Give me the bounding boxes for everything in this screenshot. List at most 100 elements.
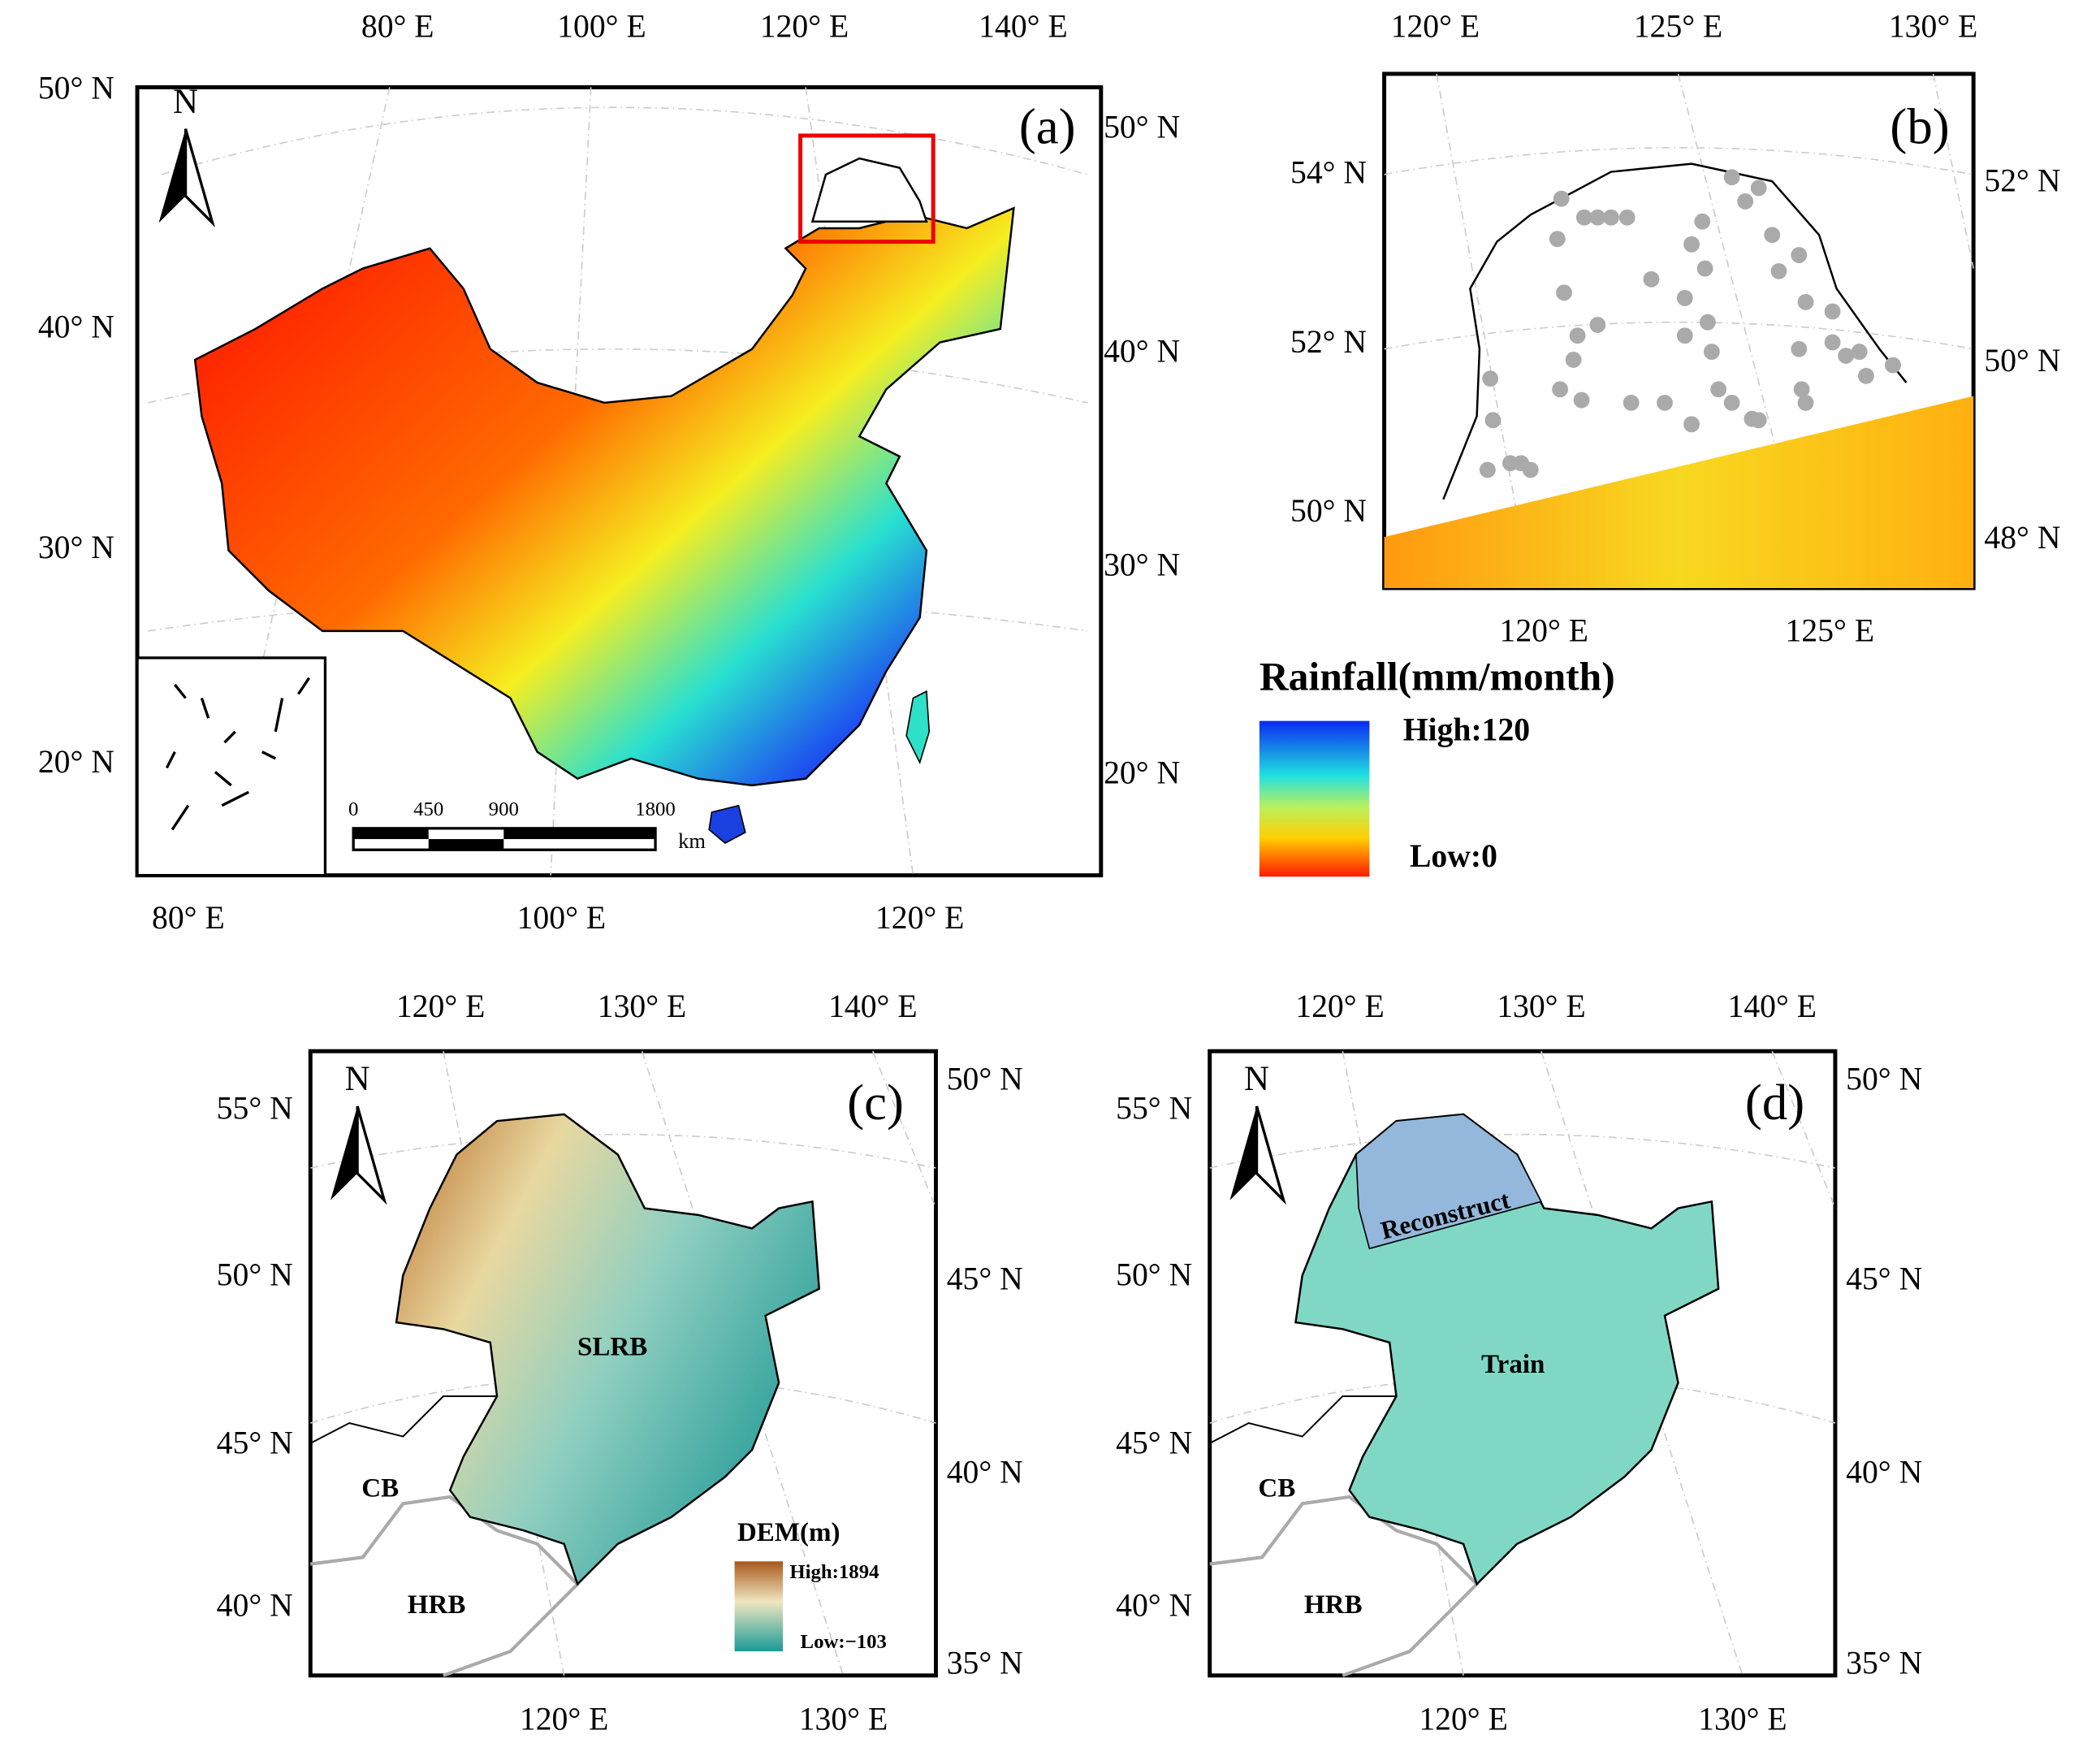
station [1683,416,1700,433]
coord-label: 20° N [1104,755,1180,790]
coord-label: 120° E [1419,1702,1507,1737]
station [1791,247,1808,263]
station [1623,394,1640,411]
coord-label: 50° N [217,1257,293,1293]
coord-label: 125° E [1634,8,1722,44]
slrb-dem [395,1113,821,1586]
region-label: HRB [408,1590,466,1620]
station [1522,461,1539,478]
station [1573,391,1590,409]
station [1885,357,1901,374]
dem-legend-title: DEM(m) [737,1518,840,1547]
panel-label: (c) [847,1074,904,1131]
station [1703,344,1720,360]
coord-label: 120° E [1500,612,1588,648]
panel-c-frame [308,1049,938,1678]
station [1710,381,1727,398]
hrb-outline [1209,1495,1480,1677]
station [1797,394,1814,411]
reconstruct-area [1355,1114,1543,1250]
station [1770,262,1787,279]
coord-label: 55° N [217,1091,293,1127]
coord-label: 54° N [1290,155,1367,191]
station [1657,394,1673,411]
inset [136,656,327,877]
coord-label: 130° E [1698,1702,1787,1737]
station [1744,410,1761,427]
coord-label: 40° N [1104,333,1180,369]
coord-label: 140° E [828,988,917,1024]
coord-label: 140° E [979,8,1067,44]
scale-seg [353,828,429,840]
scale-tick: 0 [348,798,358,820]
station [1824,334,1841,351]
panel-label: (a) [1019,97,1076,154]
coord-label: 35° N [947,1645,1023,1681]
coord-label: 40° N [38,309,115,345]
station [1699,314,1716,331]
station [1482,370,1499,387]
coord-label: 35° N [1846,1645,1922,1681]
dem-legend-gradient [734,1561,784,1652]
coord-label: 120° E [760,8,849,44]
coord-label: 30° N [1104,547,1180,582]
north-label: N [1244,1060,1269,1098]
coord-label: 45° N [1846,1261,1922,1297]
station [1750,180,1767,197]
coord-label: 80° E [152,900,225,936]
coord-label: 52° N [1984,163,2060,199]
coord-label: 120° E [396,988,485,1024]
rainfall-band [1384,396,1974,588]
stations [1479,169,1901,478]
china-rainfall [193,206,1015,787]
coord-label: 100° E [517,900,606,936]
region-label: Train [1481,1350,1545,1379]
north-arrow [158,128,186,223]
coord-label: 45° N [947,1261,1023,1297]
coord-label: 120° E [1295,988,1384,1024]
coord-label: 50° N [1290,493,1367,529]
coord-label: 20° N [38,744,115,780]
panel-a-frame [135,84,1104,878]
station [1683,236,1700,253]
region-label: CB [361,1473,399,1503]
coord-label: 52° N [1290,324,1367,360]
legend-high: High:120 [1403,712,1530,748]
station [1484,412,1502,429]
station [1565,352,1582,368]
coord-label: 120° E [520,1702,608,1737]
zoom-box [798,133,935,244]
basin-outline [1442,162,1908,500]
region-label: HRB [1304,1590,1363,1620]
scale-seg [428,839,504,850]
station [1552,381,1569,398]
coord-label: 125° E [1786,612,1874,648]
station [1589,317,1606,333]
station [1556,284,1572,301]
coord-label: 100° E [557,8,646,44]
coord-label: 140° E [1728,988,1817,1024]
station [1694,213,1711,230]
coord-label: 130° E [1889,8,1977,44]
region-label: SLRB [577,1333,647,1362]
station [1723,169,1740,186]
scale-seg [503,828,656,840]
region-label: CB [1258,1473,1295,1503]
coord-label: 50° N [947,1061,1023,1097]
station [1602,209,1619,226]
hainan [708,804,746,844]
station [1764,227,1781,244]
panel-label: (b) [1890,97,1949,154]
station [1676,290,1693,306]
coord-label: 50° N [1984,343,2060,379]
coord-label: 80° E [361,8,434,44]
coord-label: 50° N [1116,1257,1192,1293]
legend-low: Low:0 [1410,838,1497,874]
station [1793,381,1810,398]
north-arrow [356,1105,387,1205]
inset-islands [165,677,310,831]
north-arrow [1255,1105,1286,1205]
legend-title: Rainfall(mm/month) [1260,654,1615,699]
north-arrow [184,128,215,228]
